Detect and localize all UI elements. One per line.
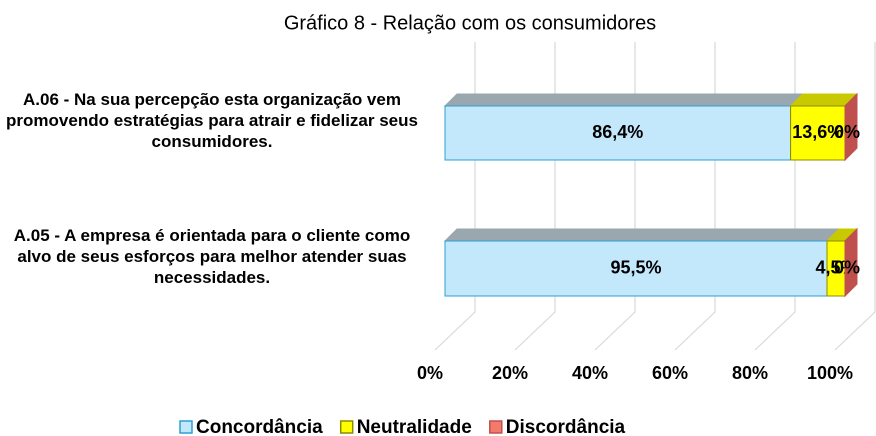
- bar-face: [444, 105, 792, 161]
- bar-segment: [844, 92, 858, 162]
- legend-label: Concordância: [196, 417, 323, 436]
- bar-face: [844, 227, 858, 298]
- chart-title: Gráfico 8 - Relação com os consumidores: [284, 12, 656, 34]
- x-tick-label: 40%: [572, 363, 608, 383]
- x-tick-label: 0%: [417, 363, 443, 383]
- bar-segment: [789, 93, 859, 161]
- category-label: A.06 - Na sua percepção esta organização…: [6, 90, 418, 151]
- value-label: 95,5%: [610, 257, 661, 277]
- bar-face: [444, 240, 828, 297]
- bar-face: [443, 228, 841, 242]
- bar-face: [844, 92, 858, 162]
- grid-line: [754, 42, 796, 351]
- grid-line: [434, 42, 476, 351]
- value-label: 86,4%: [592, 122, 643, 142]
- bar-segment: [844, 227, 858, 298]
- category-label: A.05 - A empresa é orientada para o clie…: [13, 225, 411, 287]
- legend-swatch: [339, 420, 354, 434]
- bar-segment: [443, 228, 841, 297]
- x-tick-label: 100%: [807, 363, 853, 383]
- legend-swatch: [489, 420, 503, 434]
- legend-swatch: [179, 420, 193, 434]
- value-label: 0%: [834, 257, 860, 277]
- bar-face: [790, 105, 846, 161]
- bar-segment: [443, 93, 804, 161]
- legend-label: Neutralidade: [357, 417, 472, 436]
- grid-line: [594, 42, 636, 351]
- grid-line: [834, 42, 876, 351]
- bar-face: [443, 93, 804, 107]
- value-label: 13,6%: [792, 122, 843, 142]
- x-tick-label: 20%: [492, 363, 528, 383]
- x-tick-label: 60%: [652, 363, 688, 383]
- value-label: 0%: [834, 122, 860, 142]
- x-tick-label: 80%: [732, 363, 768, 383]
- grid-line: [514, 42, 556, 351]
- grid-line: [674, 42, 716, 351]
- legend-label: Discordância: [506, 417, 626, 436]
